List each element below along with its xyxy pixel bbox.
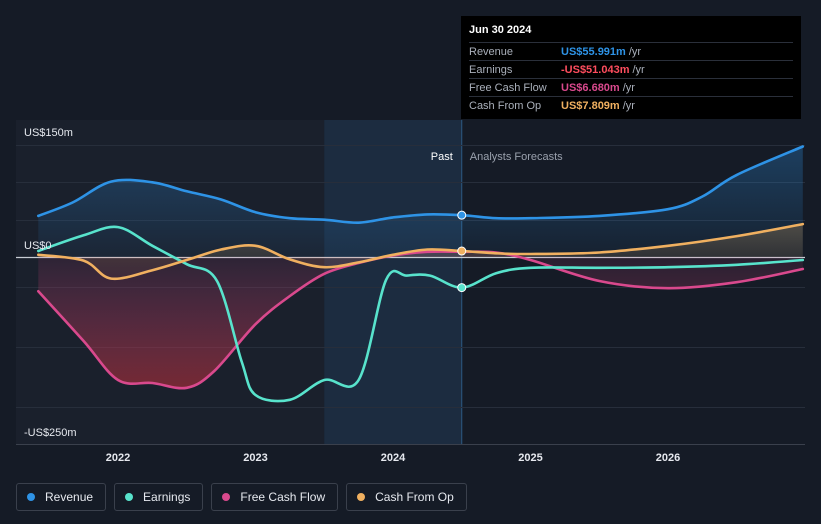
tooltip-unit: /yr — [622, 81, 635, 94]
earnings-line — [37, 225, 805, 403]
past-label: Past — [431, 151, 453, 163]
x-tick-label: 2025 — [518, 452, 542, 464]
revenue-marker — [457, 210, 467, 220]
tooltip-label: Cash From Op — [469, 99, 542, 112]
tooltip-value: US$6.680m — [561, 81, 620, 94]
tooltip-row-cash-from-op: Cash From Op US$7.809m /yr — [469, 96, 793, 114]
tooltip-label: Revenue — [469, 45, 514, 58]
y-tick-label: -US$250m — [24, 427, 77, 439]
x-tick-label: 2022 — [106, 452, 130, 464]
tooltip-unit: /yr — [628, 45, 642, 58]
legend-item-revenue[interactable]: Revenue — [16, 483, 107, 511]
cash-from-op-line — [37, 222, 805, 281]
y-tick-label: US$150m — [24, 127, 73, 139]
tooltip-value: US$55.991m — [561, 45, 626, 58]
forecast-label: Analysts Forecasts — [470, 151, 563, 163]
tooltip-row-free-cash-flow: Free Cash Flow US$6.680m /yr — [469, 78, 793, 96]
tooltip-value: US$7.809m — [561, 99, 620, 112]
tooltip-label: Earnings — [469, 63, 513, 76]
legend-label: Earnings — [143, 490, 191, 504]
axis-labels: US$150m US$0 -US$250m 2022 2023 2024 2025 2026 P… — [24, 127, 680, 464]
legend-dot-icon — [357, 493, 366, 501]
legend-label: Revenue — [45, 490, 94, 504]
legend: Revenue Earnings Free Cash Flow Cash Fro… — [16, 483, 467, 511]
legend-dot-icon — [27, 493, 35, 501]
legend-dot-icon — [222, 493, 231, 501]
legend-label: Free Cash Flow — [240, 490, 326, 504]
revenue-line — [37, 145, 805, 225]
x-tick-label: 2026 — [656, 452, 680, 464]
series-lines — [37, 145, 805, 403]
tooltip: Jun 30 2024 Revenue US$55.991m /yr Earni… — [461, 16, 801, 119]
tooltip-value: -US$51.043m — [561, 63, 630, 76]
legend-item-earnings[interactable]: Earnings — [114, 483, 204, 511]
legend-dot-icon — [125, 493, 134, 501]
legend-item-free-cash-flow[interactable]: Free Cash Flow — [211, 483, 339, 511]
legend-label: Cash From Op — [375, 490, 454, 504]
tooltip-label: Free Cash Flow — [469, 81, 547, 94]
x-tick-label: 2023 — [243, 452, 267, 464]
revenue-area — [38, 146, 803, 257]
tooltip-date: Jun 30 2024 — [469, 24, 532, 36]
tooltip-unit: /yr — [622, 99, 635, 112]
y-tick-label: US$0 — [24, 240, 52, 252]
cash-from-op-marker — [457, 246, 467, 256]
tooltip-unit: /yr — [632, 63, 645, 76]
highlight-band — [324, 120, 462, 444]
legend-item-cash-from-op[interactable]: Cash From Op — [346, 483, 467, 511]
x-tick-label: 2024 — [381, 452, 406, 464]
tooltip-markers — [457, 210, 467, 293]
earnings-marker — [457, 283, 467, 293]
tooltip-row-revenue: Revenue US$55.991m /yr — [469, 42, 793, 60]
tooltip-row-earnings: Earnings -US$51.043m /yr — [469, 60, 793, 78]
